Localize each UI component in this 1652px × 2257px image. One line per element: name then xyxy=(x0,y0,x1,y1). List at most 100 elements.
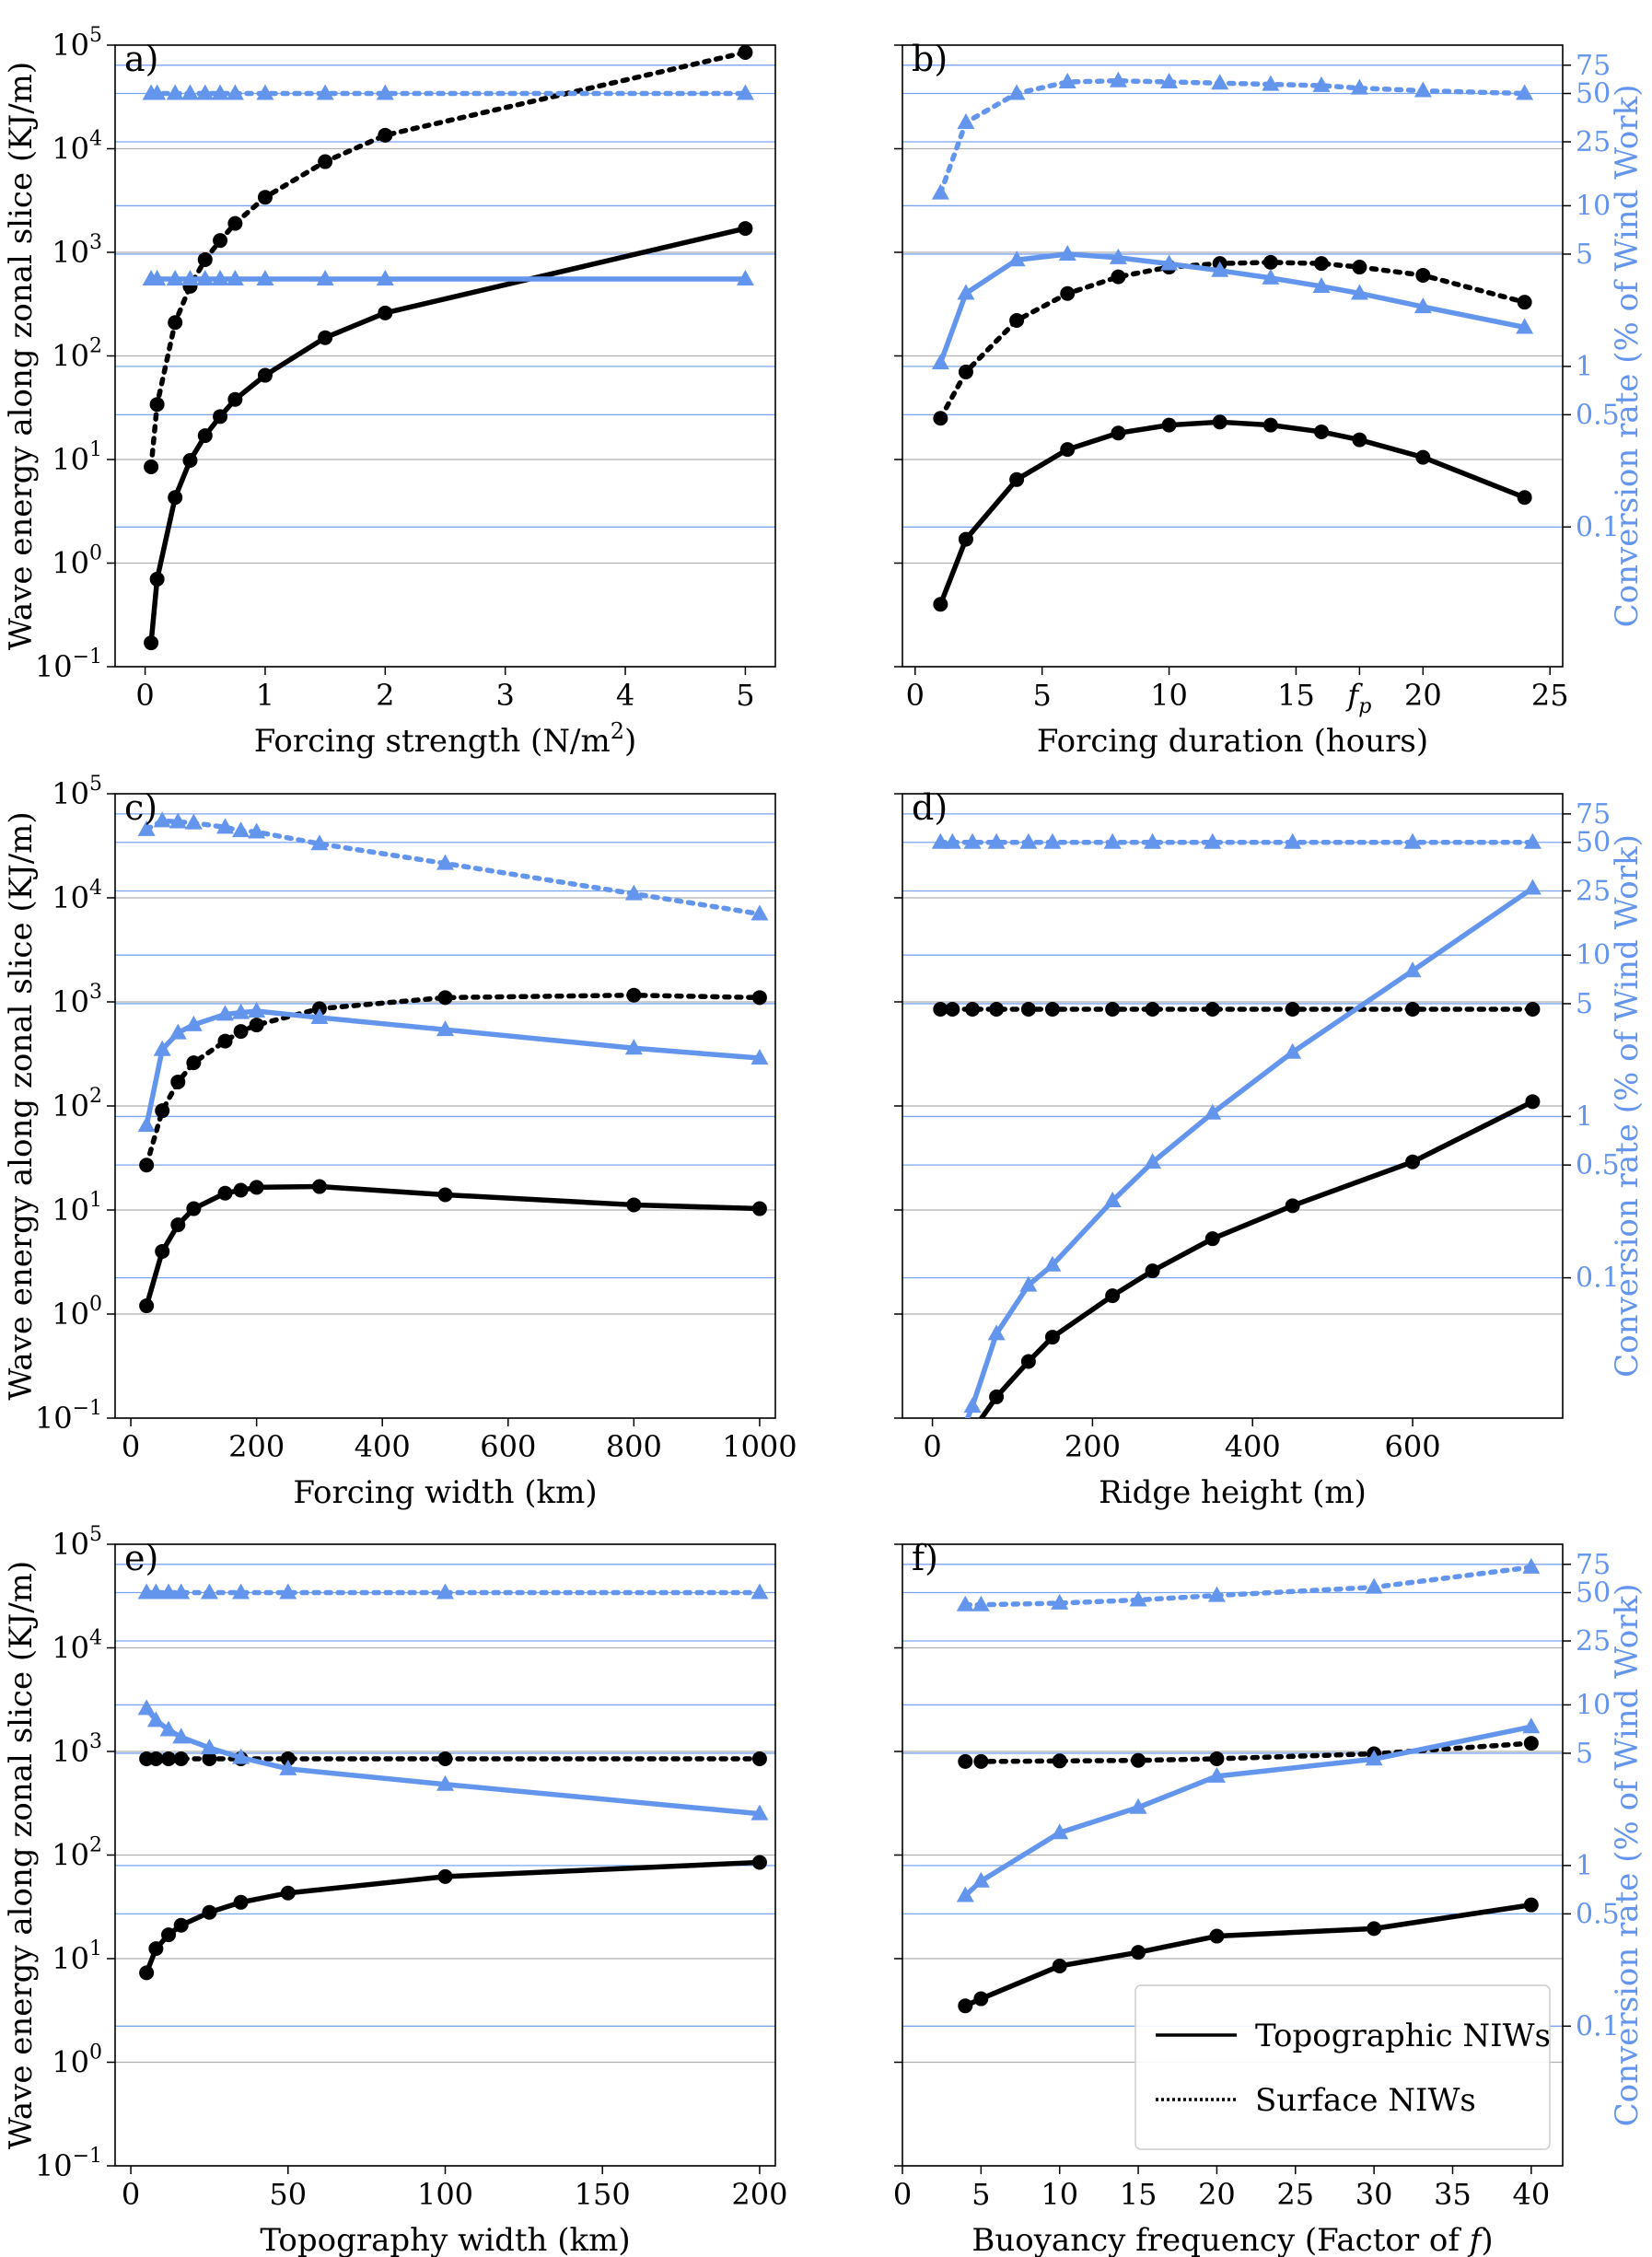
data-point xyxy=(973,1991,989,2007)
data-point xyxy=(437,1751,453,1766)
y-left-tick-label: 103 xyxy=(52,231,102,270)
data-point xyxy=(1129,1590,1147,1607)
right-y-axis-label: Conversion rate (% of Wind Work) xyxy=(1609,85,1646,628)
data-point xyxy=(1284,832,1302,849)
data-point xyxy=(1145,1001,1160,1017)
data-point xyxy=(933,1001,948,1017)
data-point xyxy=(1525,1094,1541,1110)
data-point xyxy=(227,215,243,231)
x-tick-label: 600 xyxy=(480,1429,536,1464)
data-point xyxy=(436,1583,454,1600)
data-point xyxy=(1207,1586,1226,1602)
data-point xyxy=(736,269,754,285)
data-point xyxy=(1212,414,1227,430)
data-point xyxy=(233,1024,249,1040)
y-right-tick-label: 10 xyxy=(1576,1689,1611,1721)
data-point xyxy=(1144,1153,1162,1169)
data-point xyxy=(1312,76,1331,92)
data-point xyxy=(1262,254,1278,270)
data-point xyxy=(437,1187,453,1203)
series-line-surface-energy xyxy=(937,260,1528,421)
series-line-surface-conversion xyxy=(962,1565,1534,1608)
x-tick-label: 600 xyxy=(1385,1429,1441,1464)
x-tick-label: 5 xyxy=(736,678,754,713)
plot-area xyxy=(931,832,1541,1418)
data-point xyxy=(1020,1001,1036,1017)
data-point xyxy=(624,884,643,901)
y-left-tick-label: 104 xyxy=(52,877,102,915)
left-y-axis-label: Wave energy along zonal slice (KJ/m) xyxy=(3,1561,40,2149)
data-point xyxy=(137,820,156,836)
series-line-surface-conversion xyxy=(937,77,1528,196)
y-right-tick-label: 50 xyxy=(1576,78,1611,111)
data-point xyxy=(1516,84,1534,100)
x-tick-label: 0 xyxy=(135,678,154,713)
data-point xyxy=(186,1201,202,1216)
data-point xyxy=(1204,1001,1220,1017)
data-point xyxy=(1043,1255,1062,1272)
data-point xyxy=(1051,1823,1069,1840)
data-point xyxy=(279,1759,297,1775)
y-right-tick-label: 10 xyxy=(1576,190,1611,222)
data-point xyxy=(963,1397,982,1414)
y-right-tick-label: 50 xyxy=(1576,1577,1611,1610)
data-point xyxy=(196,269,215,285)
data-point xyxy=(213,409,228,425)
x-tick-label: 5 xyxy=(971,2177,990,2212)
data-point xyxy=(931,354,949,370)
data-point xyxy=(159,1720,178,1737)
data-point xyxy=(180,84,199,100)
legend-label: Topographic NIWs xyxy=(1255,2018,1551,2054)
data-point xyxy=(1414,297,1432,314)
data-point xyxy=(1103,832,1122,849)
data-point xyxy=(148,1941,164,1957)
left-y-axis-label: Wave energy along zonal slice (KJ/m) xyxy=(3,811,40,1400)
data-point xyxy=(202,1904,217,1920)
data-point xyxy=(1312,276,1331,293)
data-point xyxy=(232,1583,250,1600)
x-axis-label: Topography width (km) xyxy=(260,2222,630,2257)
data-point xyxy=(146,1711,165,1728)
y-right-tick-label: 75 xyxy=(1576,50,1611,82)
data-point xyxy=(1129,1797,1147,1814)
data-point xyxy=(750,1049,769,1065)
data-point xyxy=(1367,1921,1382,1937)
data-point xyxy=(1211,261,1229,277)
data-point xyxy=(1365,1577,1383,1594)
data-point xyxy=(169,1023,187,1040)
y-right-tick-label: 25 xyxy=(1576,126,1611,158)
data-point xyxy=(1160,72,1179,88)
y-left-tick-label: 10−1 xyxy=(35,646,102,684)
data-point xyxy=(436,854,454,870)
data-point xyxy=(1403,961,1422,978)
data-point xyxy=(1525,1001,1541,1017)
right-y-axis-label: Conversion rate (% of Wind Work) xyxy=(1609,834,1646,1378)
data-point xyxy=(139,1965,155,1981)
data-point xyxy=(316,269,334,285)
data-point xyxy=(1131,1945,1146,1960)
left-y-axis-label: Wave energy along zonal slice (KJ/m) xyxy=(3,62,40,650)
series-line-topographic-conversion xyxy=(937,251,1526,365)
data-point xyxy=(217,1033,233,1049)
data-point xyxy=(166,269,184,285)
y-right-tick-label: 5 xyxy=(1576,238,1593,271)
data-point xyxy=(144,459,159,474)
data-point xyxy=(736,84,754,100)
data-point xyxy=(1204,1103,1222,1120)
x-tick-label: 400 xyxy=(355,1429,411,1464)
data-point xyxy=(1415,449,1431,465)
data-point xyxy=(1209,1928,1225,1944)
panel-f: 0 5 10 15 20 25 30 35 400.10.51510255075f)Buoyan… xyxy=(893,1538,1620,2257)
y-left-tick-label: 102 xyxy=(52,1085,102,1123)
data-point xyxy=(750,1804,769,1821)
plot-area xyxy=(931,71,1534,612)
panel-e: 0 50 100 150 200 10−1 100 101 102 103 104 105 e) Topo… xyxy=(35,1523,788,2257)
x-tick-label: 3 xyxy=(496,678,515,713)
x-tick-label: 35 xyxy=(1434,2177,1472,2212)
y-left-tick-label: 100 xyxy=(52,2042,102,2080)
data-point xyxy=(1284,1042,1302,1059)
series-line-topographic-energy xyxy=(144,1859,761,1974)
data-point xyxy=(1405,1001,1421,1017)
x-tick-label: 200 xyxy=(731,2177,787,2212)
